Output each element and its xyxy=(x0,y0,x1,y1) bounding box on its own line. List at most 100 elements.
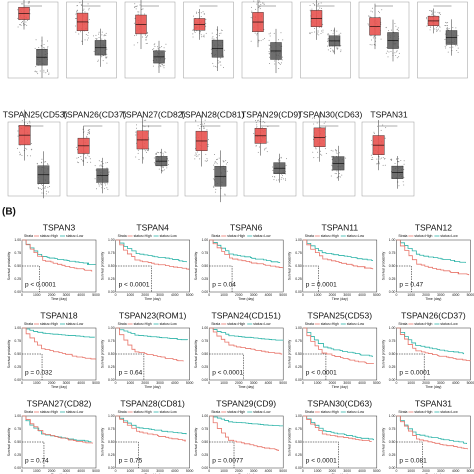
jitter-point xyxy=(198,12,200,14)
jitter-point xyxy=(398,30,400,32)
jitter-point xyxy=(88,132,90,134)
jitter-point xyxy=(39,188,41,190)
jitter-point xyxy=(76,5,78,7)
jitter-point xyxy=(439,30,441,32)
x-tick-label: 1000 xyxy=(314,381,322,385)
jitter-point xyxy=(40,45,42,47)
y-label: Survival probability xyxy=(7,339,11,368)
jitter-point xyxy=(98,183,100,185)
jitter-point xyxy=(87,34,89,36)
jitter-point xyxy=(313,117,315,119)
survival-curve xyxy=(115,415,187,435)
jitter-point xyxy=(281,175,283,177)
jitter-point xyxy=(327,49,329,51)
x-tick-label: 0 xyxy=(395,381,397,385)
x-tick-label: 2000 xyxy=(235,381,243,385)
jitter-point xyxy=(25,21,27,23)
x-tick-label: 1000 xyxy=(220,381,228,385)
jitter-point xyxy=(203,13,205,15)
jitter-point xyxy=(373,36,375,38)
jitter-point xyxy=(388,51,390,53)
jitter-point xyxy=(272,166,274,168)
jitter-point xyxy=(396,51,398,53)
jitter-point xyxy=(372,158,374,160)
x-tick-label: 4000 xyxy=(452,469,460,473)
jitter-point xyxy=(17,9,19,11)
legend-low: status=Low xyxy=(66,322,84,326)
x-label: Time (day) xyxy=(332,297,348,301)
jitter-point xyxy=(76,149,78,151)
jitter-point xyxy=(396,158,398,160)
x-tick-label: 0 xyxy=(395,469,397,473)
jitter-point xyxy=(281,59,283,61)
jitter-point xyxy=(373,43,375,45)
jitter-point xyxy=(340,32,342,34)
legend-low: status=Low xyxy=(253,410,271,414)
jitter-point xyxy=(253,0,255,2)
jitter-point xyxy=(217,158,219,160)
jitter-point xyxy=(193,30,195,32)
jitter-point xyxy=(313,4,315,6)
jitter-point xyxy=(105,34,107,36)
jitter-point xyxy=(43,69,45,71)
median-guide xyxy=(115,441,139,468)
jitter-point xyxy=(438,26,440,28)
jitter-point xyxy=(337,47,339,49)
jitter-point xyxy=(100,165,102,167)
jitter-point xyxy=(339,176,341,178)
x-label: Time (day) xyxy=(145,473,161,474)
jitter-point xyxy=(200,34,202,36)
y-label: Survival probability xyxy=(288,427,292,456)
x-tick-label: 2000 xyxy=(141,381,149,385)
jitter-point xyxy=(157,48,159,50)
jitter-point xyxy=(398,185,400,187)
jitter-point xyxy=(324,121,326,123)
jitter-point xyxy=(377,163,379,165)
jitter-point xyxy=(448,27,450,29)
jitter-point xyxy=(370,35,372,37)
jitter-point xyxy=(444,38,446,40)
x-label: Time (day) xyxy=(332,473,348,474)
survival-curve xyxy=(209,239,281,263)
legend-low: status=Low xyxy=(347,234,365,238)
y-tick-label: 0.25 xyxy=(389,277,396,281)
jitter-point xyxy=(137,42,139,44)
jitter-point xyxy=(87,154,89,156)
x-tick-label: 0 xyxy=(302,381,304,385)
y-label: Survival probability xyxy=(100,251,104,280)
jitter-point xyxy=(19,24,21,26)
jitter-point xyxy=(216,37,218,39)
jitter-point xyxy=(163,47,165,49)
strata: Strata xyxy=(118,322,127,326)
jitter-point xyxy=(317,30,319,32)
jitter-point xyxy=(106,187,108,189)
y-tick-label: 0.00 xyxy=(108,378,115,382)
jitter-point xyxy=(98,185,100,187)
panel-label: (B) xyxy=(2,207,16,218)
survival-curve xyxy=(115,327,188,341)
jitter-point xyxy=(213,154,215,156)
survival-curve xyxy=(302,415,372,443)
jitter-point xyxy=(88,156,90,158)
jitter-point xyxy=(327,33,329,35)
jitter-point xyxy=(255,8,257,10)
jitter-point xyxy=(93,50,95,52)
jitter-point xyxy=(250,17,252,19)
y-tick-label: 1.00 xyxy=(108,238,115,242)
plot-frame xyxy=(7,121,61,197)
legend-high: status=High xyxy=(321,410,339,414)
jitter-point xyxy=(27,155,29,157)
jitter-point xyxy=(101,34,103,36)
jitter-point xyxy=(162,152,164,154)
plot-frame xyxy=(66,1,117,79)
y-tick-label: 0.75 xyxy=(389,251,396,255)
jitter-point xyxy=(338,173,340,175)
jitter-point xyxy=(136,5,138,7)
jitter-point xyxy=(41,162,43,164)
jitter-point xyxy=(23,113,25,115)
jitter-point xyxy=(285,164,287,166)
y-tick-label: 0.25 xyxy=(108,453,115,457)
jitter-point xyxy=(202,35,204,37)
y-tick-label: 0.50 xyxy=(14,440,21,444)
